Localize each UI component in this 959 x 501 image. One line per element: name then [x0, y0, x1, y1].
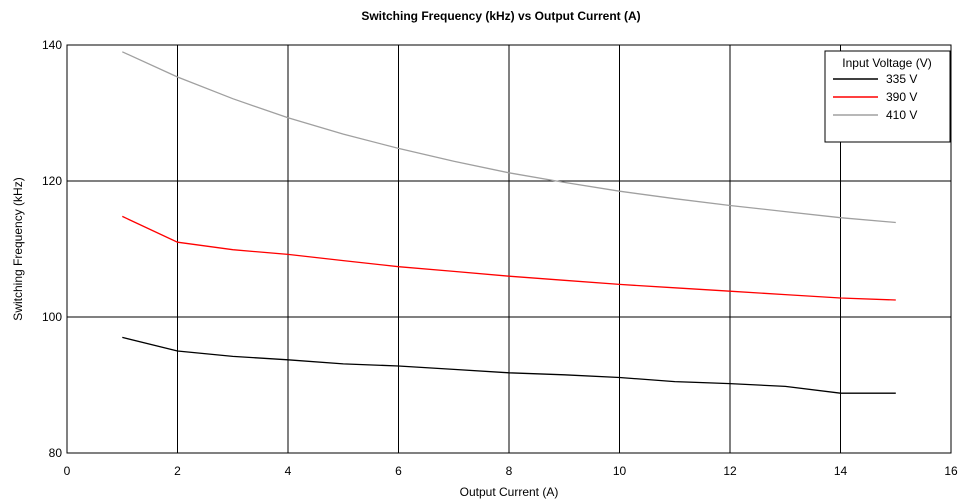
- y-axis-label: Switching Frequency (kHz): [11, 177, 25, 320]
- y-tick-labels: 80 100 120 140: [42, 38, 62, 460]
- x-tick-label: 2: [174, 464, 181, 478]
- legend-label: 390 V: [886, 90, 917, 104]
- x-tick-label: 4: [285, 464, 292, 478]
- series-line-390-v: [122, 215, 896, 301]
- legend-label: 335 V: [886, 72, 917, 86]
- series-line-335-v: [122, 336, 896, 394]
- x-tick-label: 10: [613, 464, 627, 478]
- x-axis-label: Output Current (A): [460, 485, 559, 499]
- x-tick-label: 14: [834, 464, 848, 478]
- x-tick-labels: 0 2 4 6 8 10 12 14 16: [64, 464, 958, 478]
- x-tick-label: 6: [395, 464, 402, 478]
- y-tick-label: 80: [49, 446, 63, 460]
- y-tick-label: 120: [42, 174, 62, 188]
- x-tick-label: 12: [723, 464, 737, 478]
- x-tick-label: 16: [944, 464, 958, 478]
- legend-label: 410 V: [886, 108, 917, 122]
- y-tick-label: 140: [42, 38, 62, 52]
- y-tick-label: 100: [42, 310, 62, 324]
- legend-title: Input Voltage (V): [842, 56, 931, 70]
- series-line-410-v: [122, 51, 896, 224]
- series-lines: [122, 51, 896, 394]
- chart-title: Switching Frequency (kHz) vs Output Curr…: [361, 9, 640, 23]
- grid: [66, 44, 952, 454]
- plot-frame: [66, 44, 952, 454]
- x-tick-label: 0: [64, 464, 71, 478]
- x-tick-label: 8: [506, 464, 513, 478]
- legend: Input Voltage (V) 335 V 390 V 410 V: [824, 50, 951, 143]
